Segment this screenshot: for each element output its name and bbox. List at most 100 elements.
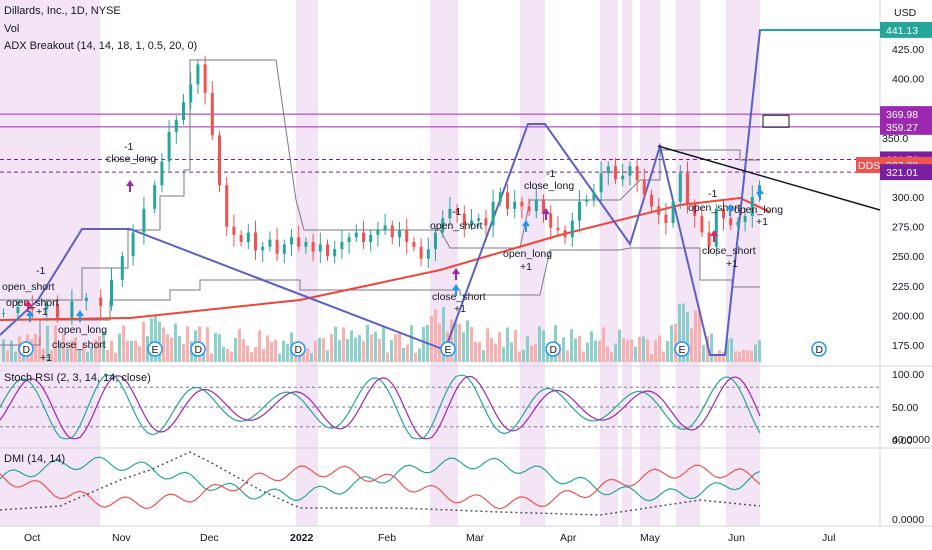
price-tag-value: 441.13 [886, 25, 918, 37]
signal-label: close_long [106, 153, 156, 165]
volume-bar [2, 339, 5, 362]
candle [635, 157, 639, 193]
volume-bar [210, 353, 213, 362]
price-tick-label: 275.00 [892, 222, 924, 234]
stoch-rsi-legend[interactable]: Stoch RSI (2, 3, 14, 14, close) [4, 372, 151, 384]
candle-body [628, 166, 632, 176]
price-tick-label: 175.00 [892, 340, 924, 352]
volume-bar [6, 350, 9, 362]
volume-bar [178, 335, 181, 362]
volume-bar [598, 340, 601, 362]
candle-body [340, 241, 344, 250]
candle-body [606, 166, 610, 174]
volume-bar [758, 340, 761, 362]
candle [650, 189, 653, 214]
price-tag-bg [880, 106, 932, 123]
volume-bar [530, 345, 533, 362]
candle [513, 189, 517, 219]
price-tag-value: 359.27 [886, 122, 918, 134]
candle [182, 93, 185, 125]
candle-body [563, 230, 567, 238]
volume-bar [62, 333, 65, 362]
candle-body [592, 192, 596, 200]
candle-body [383, 225, 387, 231]
candle [578, 189, 581, 233]
candle-body [534, 199, 538, 212]
volume-bar [746, 350, 749, 362]
price-tag[interactable]: 321.01 [880, 164, 932, 181]
candle-body [275, 239, 279, 254]
price-tag-value: 369.98 [886, 109, 918, 121]
event-marker[interactable]: D [18, 341, 34, 357]
volume-bar [682, 303, 685, 362]
candle [153, 180, 157, 214]
volume-bar [370, 334, 373, 362]
volume-bar [402, 347, 405, 362]
volume-bar [730, 338, 733, 362]
candle-body [311, 241, 315, 252]
volume-bar [110, 340, 113, 362]
candle-body [254, 232, 257, 251]
event-marker[interactable]: E [440, 341, 456, 357]
price-tag[interactable]: 441.13 [880, 21, 932, 38]
volume-bar [470, 326, 473, 362]
candle [477, 213, 481, 228]
event-marker[interactable]: D [545, 341, 561, 357]
volume-bar [722, 352, 725, 362]
candle-body [398, 230, 401, 238]
candle-body [203, 64, 207, 93]
time-axis[interactable]: Oct Nov Dec 2022 Feb Mar Apr May Jun Jul [24, 532, 835, 544]
volume-bar [338, 340, 341, 362]
candle [239, 230, 243, 247]
price-axis[interactable]: 175.00 200.00 225.00 250.00 275.00 300.00 400.… [856, 7, 932, 352]
candle [2, 308, 5, 318]
candle [664, 202, 668, 235]
volume-bar [410, 325, 413, 362]
event-marker[interactable]: E [674, 341, 690, 357]
candle-body [714, 208, 718, 247]
candle [196, 59, 200, 94]
candle [722, 200, 725, 231]
event-marker[interactable]: E [147, 341, 163, 357]
volume-bar [74, 337, 77, 362]
signal-label: -1 [708, 188, 717, 200]
price-tag[interactable]: 359.27 [880, 118, 932, 135]
price-tag[interactable]: 369.98 [880, 106, 932, 123]
volume-bar [710, 333, 713, 362]
candle [714, 204, 718, 257]
volume-bar [382, 327, 385, 362]
candle-body [441, 218, 445, 233]
volume-bar [270, 341, 273, 362]
candle [354, 224, 358, 242]
candle [160, 153, 164, 193]
volume-bar [718, 350, 721, 362]
volume-legend[interactable]: Vol [4, 23, 20, 35]
event-marker[interactable]: D [190, 341, 206, 357]
event-marker[interactable]: D [290, 341, 306, 357]
candle-body [527, 206, 531, 212]
candle [743, 207, 747, 232]
volume-bar [662, 351, 665, 362]
event-marker-circle [811, 341, 827, 357]
symbol-title[interactable]: Dillards, Inc., 1D, NYSE [4, 5, 121, 17]
dmi-legend[interactable]: DMI (14, 14) [4, 453, 66, 465]
candle [491, 189, 495, 238]
candle [484, 210, 488, 235]
price-tick-label: 300.00 [892, 192, 924, 204]
candle [412, 237, 416, 252]
event-marker[interactable]: D [811, 341, 827, 357]
volume-bar [118, 333, 121, 362]
candle [56, 295, 59, 323]
candle-body [671, 201, 675, 224]
volume-bar [46, 325, 49, 362]
volume-bar [654, 340, 657, 362]
adx-line [0, 451, 761, 516]
volume-bar [386, 352, 389, 362]
volume-bar [166, 334, 169, 362]
volume-bar [318, 337, 321, 362]
volume-bar [34, 333, 37, 362]
volume-bar [450, 319, 453, 362]
volume-bar [42, 348, 45, 362]
strategy-legend[interactable]: ADX Breakout (14, 14, 18, 1, 0.5, 20, 0) [4, 40, 198, 52]
